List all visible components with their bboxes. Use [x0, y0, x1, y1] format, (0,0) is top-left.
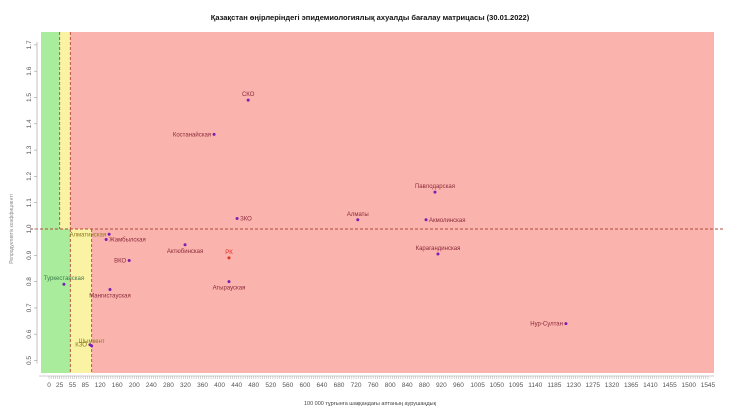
x-tick-label: 160 — [112, 382, 123, 389]
y-tick-label: 0.5 — [26, 356, 33, 365]
data-point — [246, 98, 250, 102]
point-label: Жамбылская — [109, 238, 146, 244]
x-tick-label: 1140 — [528, 382, 542, 389]
x-tick-label: 1545 — [701, 382, 716, 389]
x-tick-label: 1185 — [547, 382, 561, 389]
x-tick-label: 920 — [436, 382, 447, 389]
x-tick-label: 1050 — [490, 382, 505, 389]
y-tick-label: 1.0 — [26, 224, 33, 233]
x-tick-label: 720 — [351, 382, 362, 389]
data-point — [227, 280, 231, 284]
data-point — [88, 343, 92, 347]
x-tick-label: 880 — [419, 382, 430, 389]
data-point — [127, 259, 131, 263]
x-tick-label: 1410 — [643, 382, 658, 389]
y-tick-label: 1.3 — [26, 145, 33, 154]
data-point — [108, 287, 112, 291]
data-point — [356, 218, 360, 222]
y-tick-label: 0.7 — [26, 303, 33, 312]
x-tick-label: 360 — [197, 382, 208, 389]
data-point — [212, 132, 216, 136]
x-tick-label: 280 — [163, 382, 174, 389]
chart-title: Қазақстан өңірлеріндегі эпидемиологиялық… — [211, 13, 530, 22]
reference-lines — [30, 32, 724, 373]
y-axis-label: Репродуктивтік коэффициенті — [9, 194, 15, 264]
data-point — [107, 232, 111, 236]
x-tick-label: 0 — [47, 382, 51, 389]
green-zone-below — [41, 229, 71, 373]
point-label: КЗО — [75, 343, 87, 349]
x-tick-label: 400 — [214, 382, 225, 389]
axes: 0 25 55 85 120 160 200 240 280 320 360 400 440 480 520… — [26, 40, 716, 389]
x-tick-label: 480 — [248, 382, 259, 389]
point-label: Нур-Султан — [530, 322, 563, 328]
point-label: Алматы — [347, 212, 369, 218]
x-tick-label: 520 — [265, 382, 276, 389]
y-tick-label: 1.5 — [26, 93, 33, 102]
point-label: РК — [225, 250, 233, 256]
y-tick-label: 1.2 — [26, 172, 33, 181]
x-tick-label: 1320 — [605, 382, 620, 389]
data-point — [62, 282, 66, 286]
x-tick-label: 55 — [69, 382, 77, 389]
y-tick-label: 1.1 — [26, 198, 33, 207]
data-point — [564, 322, 568, 326]
x-tick-label: 120 — [95, 382, 106, 389]
y-tick-label: 0.8 — [26, 277, 33, 286]
point-label: ЗКО — [240, 216, 252, 222]
data-point — [436, 252, 440, 256]
y-tick-label: 1.7 — [26, 40, 33, 49]
x-tick-label: 1455 — [662, 382, 677, 389]
point-label: Карагандинская — [416, 246, 461, 252]
x-tick-label: 320 — [180, 382, 191, 389]
red-zone — [41, 32, 714, 373]
x-tick-label: 1500 — [682, 382, 697, 389]
data-point — [424, 218, 428, 222]
point-label: Костанайская — [173, 131, 211, 138]
x-tick-label: 1275 — [586, 382, 601, 389]
point-label: ВКО — [114, 259, 126, 265]
x-tick-label: 200 — [129, 382, 140, 389]
x-tick-label: 1365 — [624, 382, 639, 389]
x-tick-label: 680 — [334, 382, 345, 389]
data-point — [104, 238, 108, 242]
x-tick-label: 1005 — [470, 382, 485, 389]
data-points: СКО Костанайская Павлодарская ЗКО Алматы Акмо… — [44, 92, 568, 349]
point-label: Шымкент — [79, 339, 105, 345]
x-tick-label: 840 — [402, 382, 413, 389]
x-tick-label: 800 — [385, 382, 396, 389]
x-tick-label: 25 — [56, 382, 64, 389]
point-label: Акмолинская — [429, 218, 465, 224]
x-tick-label: 440 — [231, 382, 242, 389]
y-tick-label: 1.4 — [26, 119, 33, 128]
data-point — [183, 243, 187, 247]
y-tick-label: 0.9 — [26, 250, 33, 259]
point-label: Атырауская — [213, 286, 246, 292]
x-tick-label: 85 — [82, 382, 90, 389]
point-label: СКО — [242, 92, 255, 98]
green-zone-above — [41, 32, 60, 229]
data-point — [433, 190, 437, 194]
point-label: Актюбинская — [167, 249, 203, 255]
data-point — [235, 216, 239, 220]
point-label: Алматинская — [70, 232, 107, 238]
point-label: Мангистауская — [89, 293, 130, 299]
point-label: Павлодарская — [415, 184, 455, 190]
x-tick-label: 640 — [317, 382, 328, 389]
y-tick-label: 0.6 — [26, 329, 33, 338]
risk-zones — [41, 32, 714, 373]
x-tick-label: 760 — [368, 382, 379, 389]
x-tick-label: 960 — [453, 382, 464, 389]
x-tick-label: 1095 — [509, 382, 524, 389]
x-tick-label: 240 — [146, 382, 157, 389]
point-label: Туркестанская — [44, 276, 84, 282]
x-axis-label: 100 000 тұрғынға шаққандағы аптаның ауру… — [304, 401, 437, 407]
x-tick-label: 1230 — [566, 382, 581, 389]
x-tick-label: 600 — [299, 382, 310, 389]
data-point — [227, 256, 231, 260]
x-tick-label: 560 — [282, 382, 293, 389]
y-tick-label: 1.6 — [26, 66, 33, 75]
